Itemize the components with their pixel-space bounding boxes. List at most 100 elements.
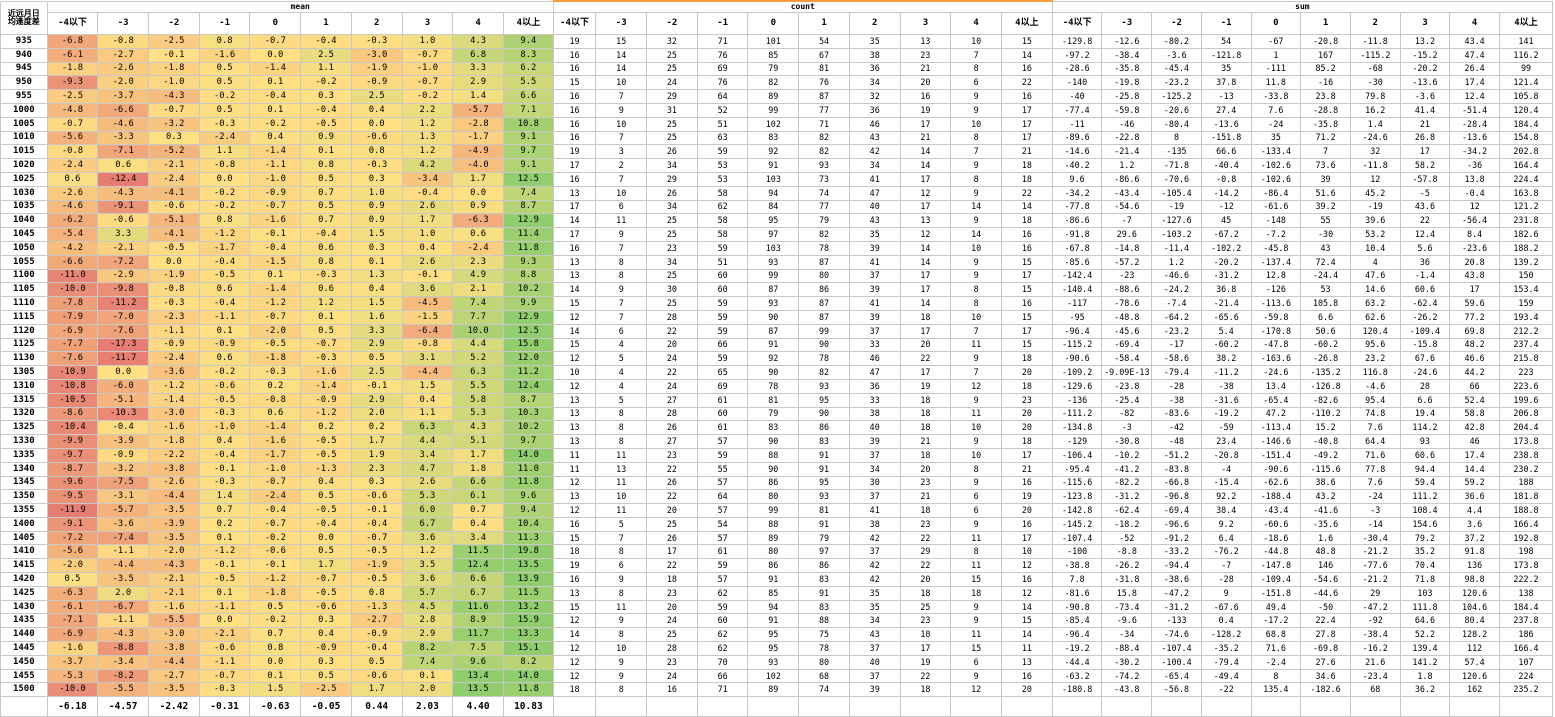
mean-cell[interactable]: 8.3 bbox=[502, 47, 554, 63]
sum-cell[interactable]: -82.6 bbox=[1300, 392, 1351, 408]
sum-cell[interactable]: 37.8 bbox=[1200, 75, 1252, 91]
count-cell[interactable]: 17 bbox=[1000, 530, 1053, 546]
footer-empty-cell[interactable] bbox=[747, 696, 800, 717]
mean-cell[interactable]: 5.5 bbox=[502, 75, 554, 91]
sum-cell[interactable]: -68 bbox=[1349, 61, 1401, 77]
row-label[interactable]: 1440 bbox=[0, 627, 48, 643]
sum-cell[interactable]: -14.6 bbox=[1051, 144, 1103, 160]
count-cell[interactable]: 65 bbox=[696, 365, 749, 380]
mean-cell[interactable]: -0.5 bbox=[198, 392, 251, 408]
count-cell[interactable]: 59 bbox=[696, 351, 749, 367]
count-cell[interactable]: 24 bbox=[646, 613, 698, 629]
sum-cell[interactable]: 27.6 bbox=[1300, 654, 1351, 670]
mean-cell[interactable]: 0.0 bbox=[350, 116, 403, 132]
count-cell[interactable]: 17 bbox=[899, 116, 952, 132]
sum-cell[interactable]: 206.8 bbox=[1498, 406, 1554, 422]
count-cell[interactable]: 22 bbox=[899, 351, 952, 367]
count-cell[interactable]: 22 bbox=[1000, 185, 1053, 201]
mean-cell[interactable]: 8.7 bbox=[502, 392, 554, 408]
sum-cell[interactable]: 103 bbox=[1399, 585, 1451, 601]
column-header-sum[interactable]: 1 bbox=[1300, 12, 1351, 35]
count-cell[interactable]: 15 bbox=[552, 75, 597, 91]
sum-cell[interactable]: 1 bbox=[1250, 47, 1302, 63]
sum-cell[interactable]: 6.6 bbox=[1300, 309, 1351, 325]
row-label[interactable]: 1435 bbox=[0, 613, 48, 629]
count-cell[interactable]: 13 bbox=[552, 489, 597, 505]
mean-cell[interactable]: -0.7 bbox=[401, 47, 454, 63]
mean-cell[interactable]: 1.9 bbox=[350, 447, 403, 463]
sum-cell[interactable]: 43.4 bbox=[1449, 34, 1500, 49]
mean-cell[interactable]: -4.1 bbox=[148, 227, 200, 242]
sum-cell[interactable]: -60.2 bbox=[1300, 337, 1351, 353]
count-cell[interactable]: 13 bbox=[899, 34, 952, 49]
count-cell[interactable]: 93 bbox=[798, 378, 850, 394]
sum-cell[interactable]: 166.4 bbox=[1498, 516, 1554, 532]
sum-cell[interactable]: 49.4 bbox=[1250, 599, 1302, 615]
row-label[interactable]: 1105 bbox=[0, 282, 48, 298]
count-cell[interactable]: 68 bbox=[798, 668, 850, 684]
count-cell[interactable]: 59 bbox=[696, 309, 749, 325]
mean-cell[interactable]: 13.5 bbox=[502, 558, 554, 574]
count-cell[interactable]: 13 bbox=[552, 420, 597, 436]
count-cell[interactable]: 61 bbox=[696, 392, 749, 408]
mean-cell[interactable]: -0.6 bbox=[350, 668, 403, 684]
sum-cell[interactable]: -136 bbox=[1051, 392, 1103, 408]
mean-cell[interactable]: 6.3 bbox=[452, 365, 504, 380]
mean-cell[interactable]: -0.4 bbox=[97, 420, 150, 436]
count-cell[interactable]: 91 bbox=[798, 585, 850, 601]
sum-cell[interactable]: 94.4 bbox=[1399, 461, 1451, 477]
count-cell[interactable]: 47 bbox=[848, 365, 901, 380]
count-cell[interactable]: 20 bbox=[1000, 503, 1053, 518]
mean-cell[interactable]: 7.1 bbox=[502, 102, 554, 118]
count-cell[interactable]: 20 bbox=[1000, 406, 1053, 422]
sum-cell[interactable]: 7.8 bbox=[1051, 572, 1103, 587]
sum-cell[interactable]: 34.6 bbox=[1300, 668, 1351, 684]
mean-cell[interactable]: -6.3 bbox=[452, 213, 504, 229]
count-cell[interactable]: 23 bbox=[646, 585, 698, 601]
mean-cell[interactable]: -5.3 bbox=[46, 668, 99, 684]
mean-cell[interactable]: -0.7 bbox=[249, 516, 302, 532]
sum-cell[interactable]: -151.8 bbox=[1200, 130, 1252, 146]
row-label[interactable]: 1010 bbox=[0, 130, 48, 146]
mean-cell[interactable]: -2.0 bbox=[148, 544, 200, 560]
mean-cell[interactable]: 11.3 bbox=[502, 530, 554, 546]
mean-cell[interactable]: -10.4 bbox=[46, 420, 99, 436]
mean-cell[interactable]: 11.5 bbox=[452, 544, 504, 560]
sum-cell[interactable]: -51.4 bbox=[1449, 102, 1500, 118]
mean-cell[interactable]: -0.6 bbox=[97, 213, 150, 229]
mean-cell[interactable]: 0.3 bbox=[300, 613, 352, 629]
count-cell[interactable]: 63 bbox=[696, 130, 749, 146]
mean-cell[interactable]: -0.6 bbox=[198, 378, 251, 394]
mean-cell[interactable]: 0.8 bbox=[249, 641, 302, 656]
count-cell[interactable]: 18 bbox=[1000, 213, 1053, 229]
sum-cell[interactable]: -30 bbox=[1349, 75, 1401, 91]
mean-cell[interactable]: 0.0 bbox=[148, 254, 200, 270]
mean-cell[interactable]: 0.7 bbox=[249, 627, 302, 643]
count-cell[interactable]: 12 bbox=[1000, 558, 1053, 574]
count-cell[interactable]: 11 bbox=[595, 475, 648, 491]
count-cell[interactable]: 14 bbox=[1000, 627, 1053, 643]
count-cell[interactable]: 78 bbox=[747, 378, 800, 394]
mean-cell[interactable]: -0.7 bbox=[249, 34, 302, 49]
count-cell[interactable]: 8 bbox=[950, 296, 1002, 311]
mean-cell[interactable]: -7.2 bbox=[97, 254, 150, 270]
mean-cell[interactable]: -4.4 bbox=[148, 489, 200, 505]
count-cell[interactable]: 20 bbox=[899, 461, 952, 477]
sum-cell[interactable]: 37.2 bbox=[1449, 530, 1500, 546]
sum-cell[interactable]: 111.2 bbox=[1399, 489, 1451, 505]
count-cell[interactable]: 15 bbox=[950, 641, 1002, 656]
sum-cell[interactable]: 48.2 bbox=[1449, 337, 1500, 353]
sum-cell[interactable]: -80.2 bbox=[1151, 34, 1202, 49]
row-label[interactable]: 1335 bbox=[0, 447, 48, 463]
count-cell[interactable]: 23 bbox=[899, 516, 952, 532]
sum-cell[interactable]: -4 bbox=[1200, 461, 1252, 477]
count-cell[interactable]: 92 bbox=[747, 351, 800, 367]
sum-cell[interactable]: -95 bbox=[1051, 309, 1103, 325]
mean-cell[interactable]: -0.4 bbox=[300, 516, 352, 532]
sum-cell[interactable]: -14.2 bbox=[1200, 185, 1252, 201]
sum-cell[interactable]: 121.4 bbox=[1498, 75, 1554, 91]
count-cell[interactable]: 11 bbox=[950, 406, 1002, 422]
mean-cell[interactable]: 1.7 bbox=[350, 434, 403, 449]
mean-cell[interactable]: 1.7 bbox=[350, 682, 403, 698]
sum-cell[interactable]: -25.8 bbox=[1101, 89, 1153, 104]
